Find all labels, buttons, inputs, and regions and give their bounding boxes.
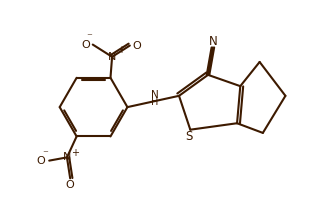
Text: H: H — [151, 97, 159, 107]
Text: O: O — [133, 41, 141, 51]
Text: ⁻: ⁻ — [42, 149, 48, 159]
Text: O: O — [37, 156, 45, 166]
Text: O: O — [81, 40, 90, 50]
Text: S: S — [185, 130, 192, 143]
Text: +: + — [117, 45, 125, 55]
Text: N: N — [151, 90, 159, 100]
Text: N: N — [209, 35, 217, 48]
Text: +: + — [71, 147, 79, 158]
Text: N: N — [108, 52, 116, 62]
Text: ⁻: ⁻ — [87, 32, 92, 42]
Text: O: O — [66, 180, 75, 191]
Text: N: N — [63, 152, 71, 162]
